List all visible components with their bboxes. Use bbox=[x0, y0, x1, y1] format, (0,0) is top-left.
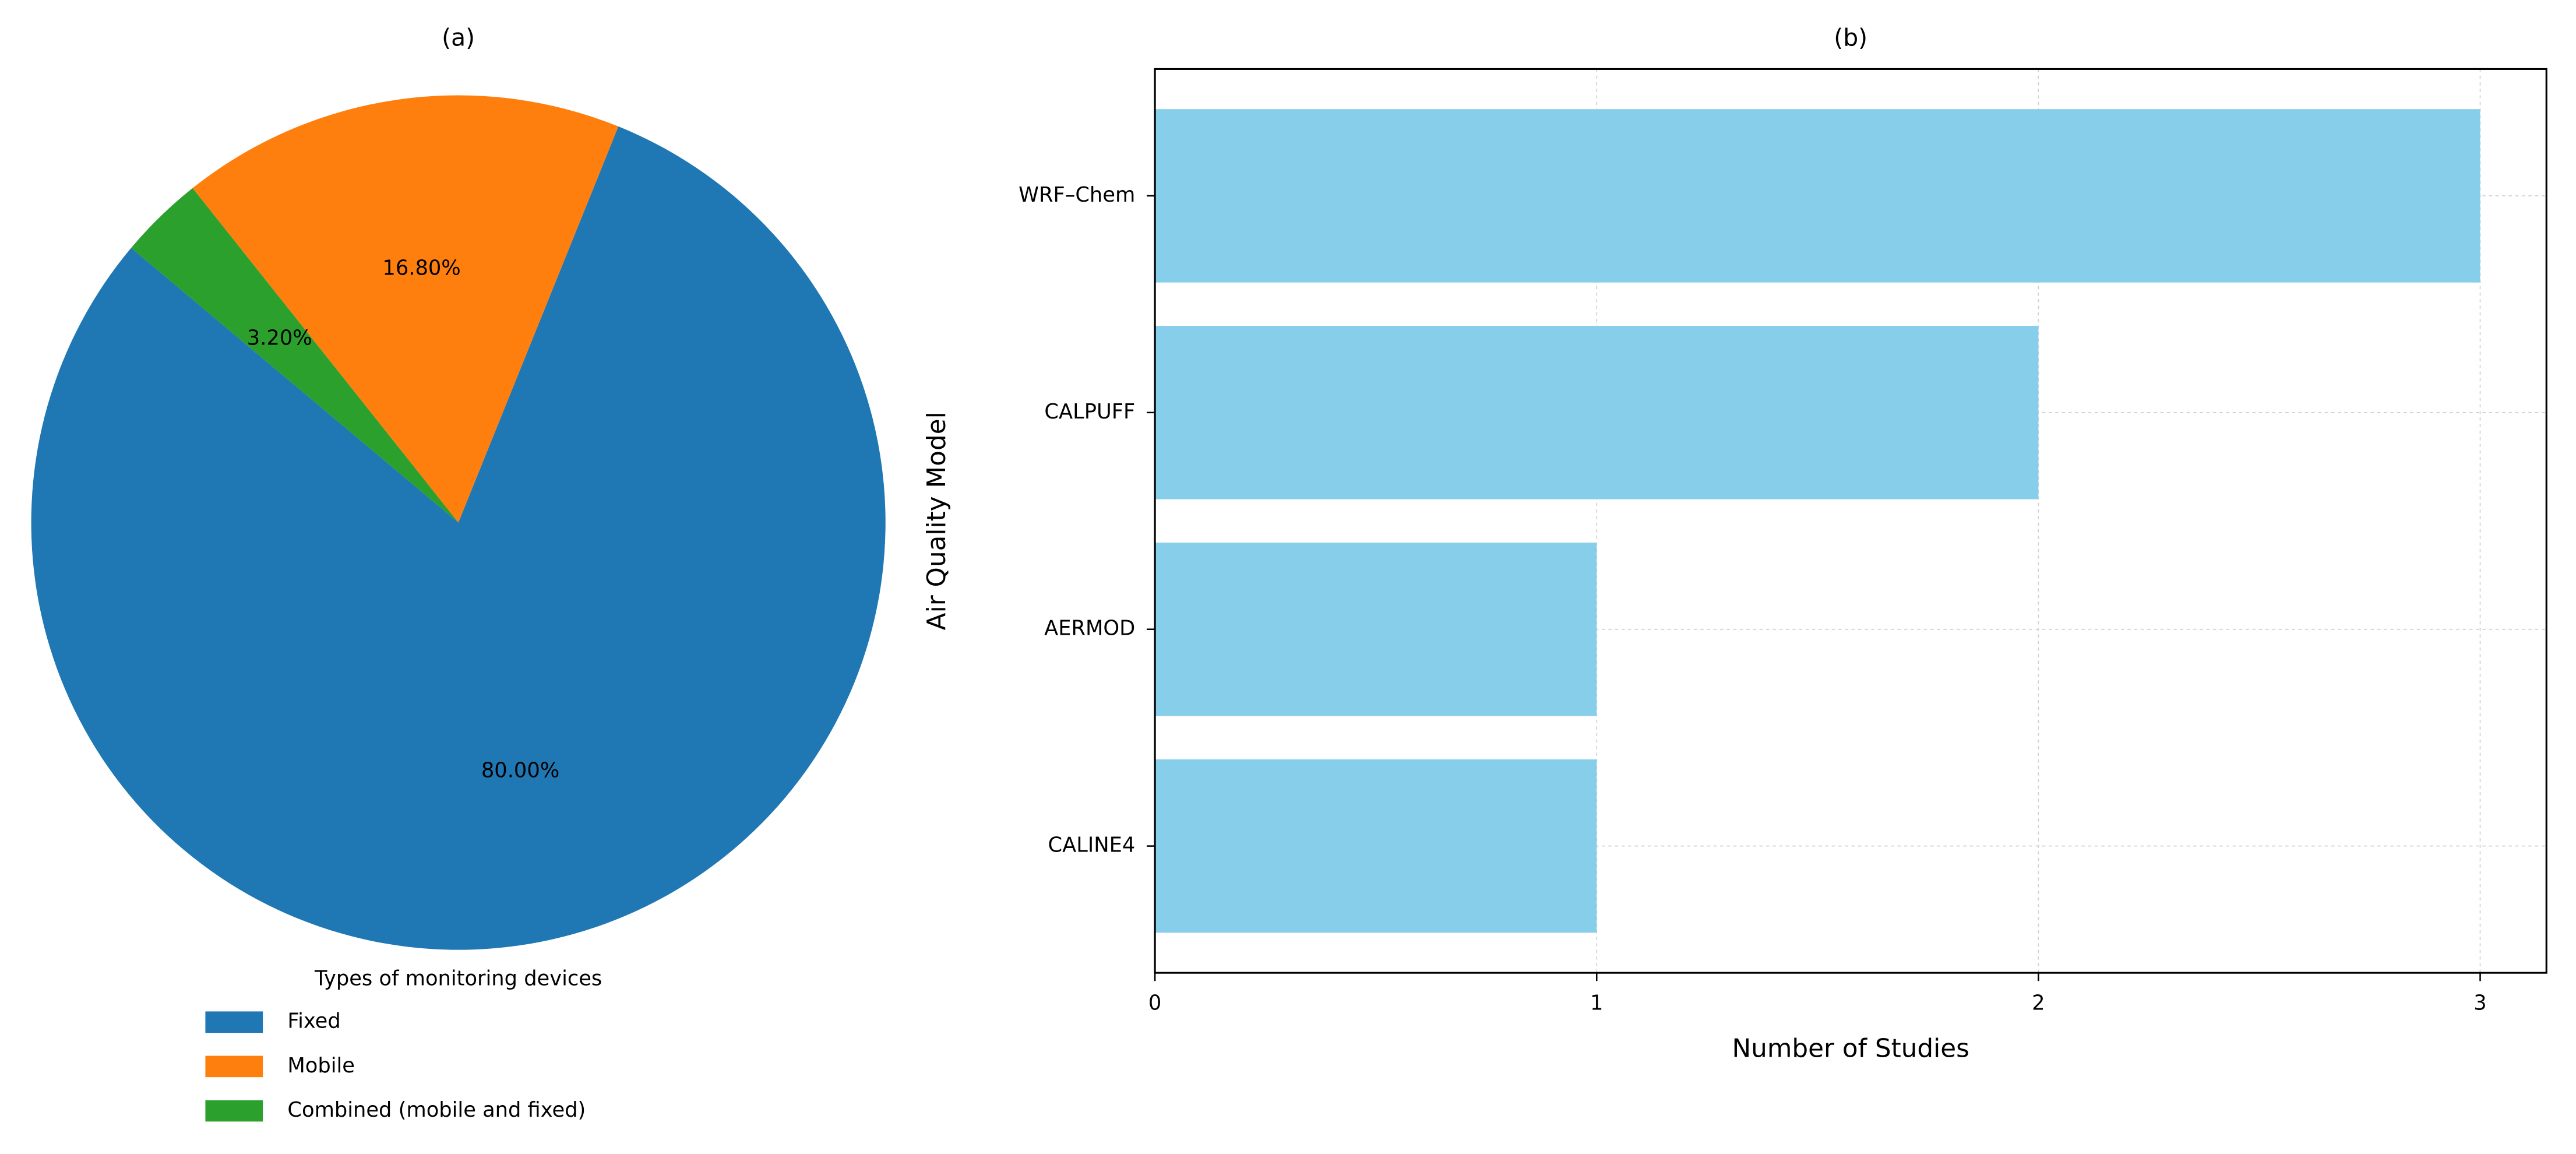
bar bbox=[1155, 542, 1597, 716]
chart-title: (b) bbox=[1834, 24, 1867, 52]
bar bbox=[1155, 326, 2039, 499]
y-tick-label: CALPUFF bbox=[1044, 400, 1135, 424]
legend-swatch bbox=[205, 1011, 263, 1033]
y-tick-label: AERMOD bbox=[1044, 617, 1135, 641]
slice-label: 3.20% bbox=[247, 326, 312, 350]
legend-label: Fixed bbox=[287, 1009, 340, 1033]
bar bbox=[1155, 109, 2480, 283]
chart-title: (a) bbox=[442, 24, 475, 52]
slice-label: 16.80% bbox=[382, 256, 460, 280]
legend-label: Mobile bbox=[287, 1054, 355, 1078]
legend-title: Types of monitoring devices bbox=[314, 966, 602, 990]
x-tick-label: 3 bbox=[2473, 991, 2486, 1015]
y-axis-label: Air Quality Model bbox=[922, 411, 952, 630]
y-tick-label: CALINE4 bbox=[1048, 833, 1136, 857]
x-tick-label: 0 bbox=[1148, 991, 1161, 1015]
legend-swatch bbox=[205, 1100, 263, 1122]
x-tick-label: 1 bbox=[1590, 991, 1603, 1015]
x-tick-label: 2 bbox=[2032, 991, 2045, 1015]
bar bbox=[1155, 759, 1597, 933]
slice-label: 80.00% bbox=[481, 758, 559, 782]
legend-label: Combined (mobile and fixed) bbox=[287, 1098, 586, 1122]
x-axis-label: Number of Studies bbox=[1732, 1034, 1969, 1064]
pie-slice bbox=[192, 95, 619, 523]
pie-slice bbox=[131, 188, 459, 523]
pie-slice bbox=[31, 126, 886, 950]
legend-swatch bbox=[205, 1056, 263, 1078]
y-tick-label: WRF–Chem bbox=[1019, 183, 1135, 207]
axes-frame bbox=[1154, 68, 2547, 974]
